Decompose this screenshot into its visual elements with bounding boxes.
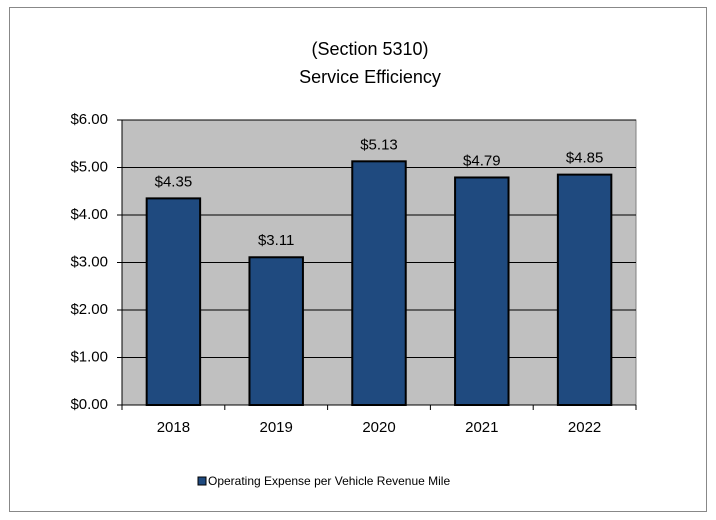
bar [556,173,613,406]
x-tick-label: 2022 [568,419,601,436]
bar [248,256,304,406]
y-tick-label: $1.00 [70,348,108,365]
chart-title: Service Efficiency [299,67,441,87]
y-tick-label: $2.00 [70,301,108,318]
x-tick-label: 2020 [362,419,395,436]
legend-swatch [197,476,207,486]
data-label: $4.79 [463,152,501,169]
x-tick-label: 2019 [260,419,293,436]
y-tick-label: $0.00 [70,396,108,413]
y-tick-label: $6.00 [70,111,108,128]
y-tick-label: $4.00 [70,206,108,223]
bar [145,197,202,406]
x-tick-label: 2018 [157,419,190,436]
bar [351,160,407,406]
y-tick-label: $5.00 [70,158,108,175]
data-label: $4.35 [155,173,193,190]
data-label: $3.11 [258,232,294,249]
data-label: $4.85 [566,150,604,167]
chart-title: (Section 5310) [311,39,428,59]
legend-label: Operating Expense per Vehicle Revenue Mi… [208,474,450,488]
data-label: $5.13 [360,136,398,153]
bar [454,176,510,406]
y-tick-label: $3.00 [70,253,108,270]
x-tick-label: 2021 [465,419,498,436]
